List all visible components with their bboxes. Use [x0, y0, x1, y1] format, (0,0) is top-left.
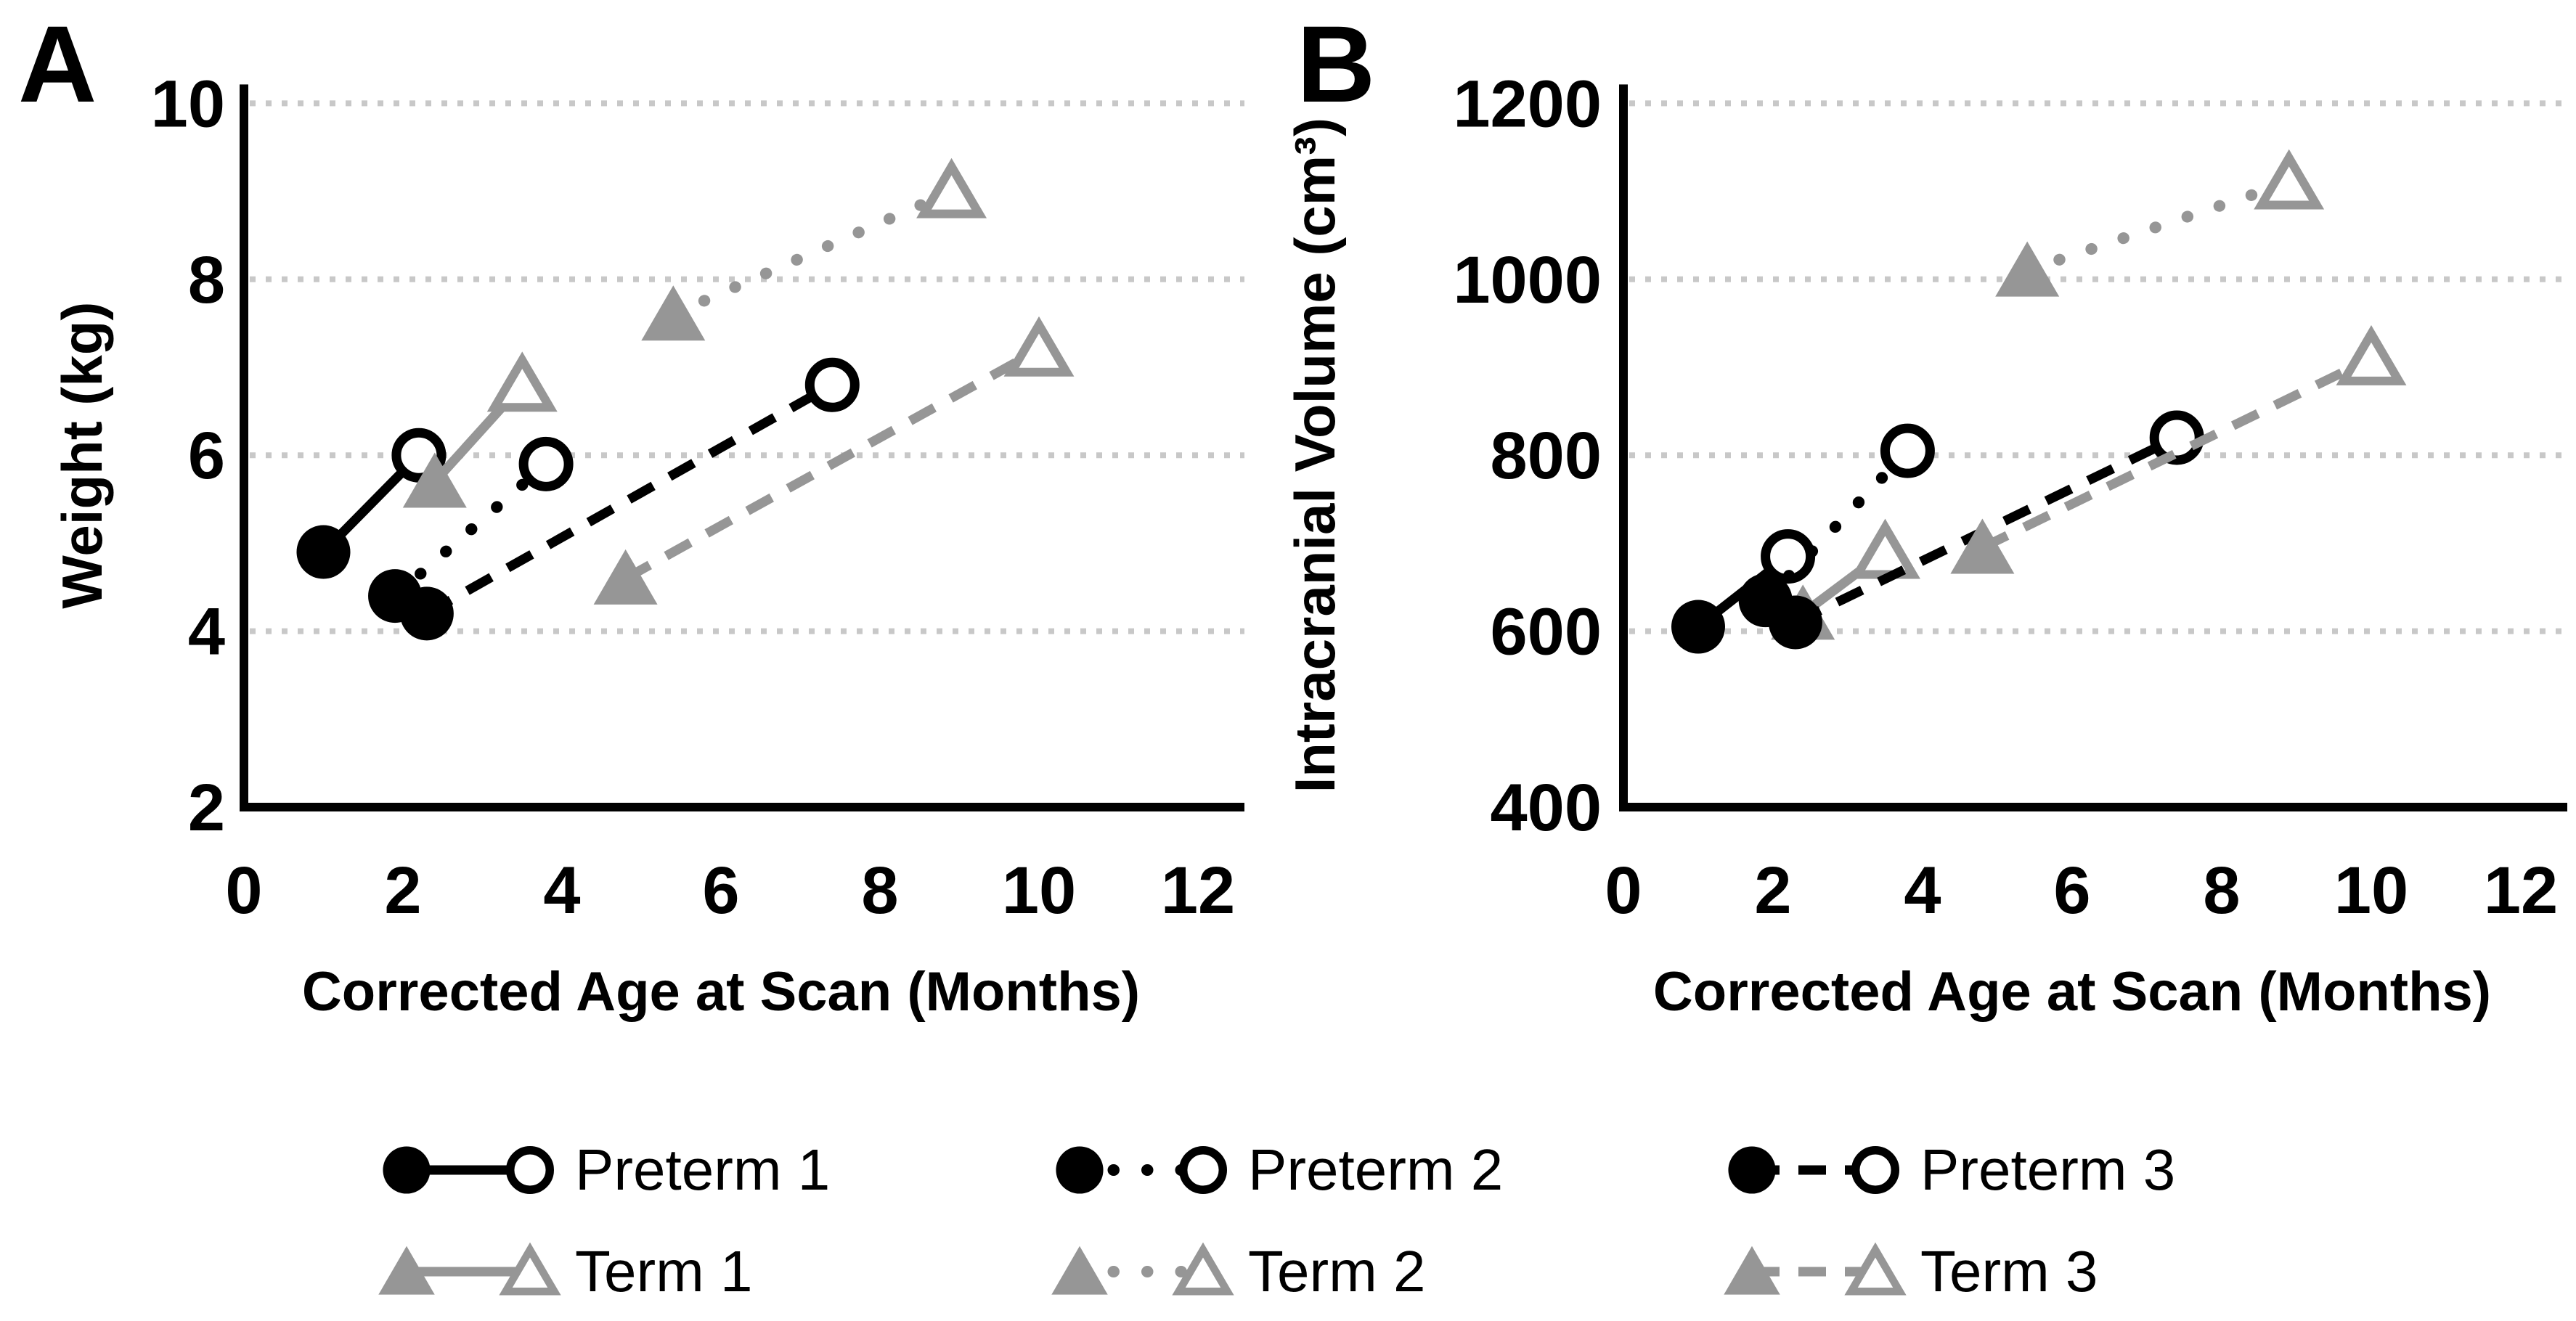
- x-tick-label: 4: [543, 854, 580, 928]
- y-tick-label: 1200: [1453, 67, 1602, 141]
- series-marker-scan2: [916, 158, 987, 218]
- series-preterm-2: [1738, 423, 1935, 628]
- y-tick-label: 800: [1491, 419, 1602, 493]
- legend-item-label: Preterm 3: [1920, 1137, 2175, 1202]
- y-tick-label: 400: [1491, 771, 1602, 845]
- series-marker-scan1: [1768, 595, 1822, 650]
- series-line: [2021, 176, 2295, 277]
- x-tick-label: 0: [225, 854, 262, 928]
- legend-item-label: Term 2: [1248, 1239, 1426, 1304]
- legend-marker-open: [1851, 1145, 1899, 1194]
- panel-label-b: B: [1297, 3, 1375, 125]
- series-line: [667, 185, 958, 321]
- legend-marker-open: [1172, 1242, 1234, 1296]
- series-term-1: [402, 351, 558, 508]
- series-term-3: [1950, 324, 2407, 574]
- legend-item-term-2: Term 2: [1051, 1239, 1426, 1304]
- legend-item-term-1: Term 1: [378, 1239, 753, 1304]
- legend-marker-filled: [378, 1246, 435, 1295]
- legend-marker-open: [1178, 1145, 1227, 1194]
- series-marker-scan1: [593, 549, 658, 605]
- series-line: [623, 345, 1042, 583]
- legend-item-label: Preterm 2: [1248, 1137, 1503, 1202]
- series-marker-scan1: [1671, 600, 1725, 654]
- legend: Preterm 1 Preterm 2 Preterm 3 Term 1 Term 2 T…: [378, 1137, 2175, 1304]
- y-tick-label: 4: [188, 595, 225, 669]
- legend-item-label: Term 1: [575, 1239, 753, 1304]
- series-marker-scan2: [2336, 324, 2407, 385]
- series-marker-scan2: [804, 357, 860, 412]
- legend-item-preterm-1: Preterm 1: [383, 1137, 830, 1202]
- legend-marker-filled: [1728, 1146, 1776, 1194]
- series-marker-scan2: [2254, 149, 2325, 210]
- x-tick-label: 6: [2053, 854, 2090, 928]
- series-line: [389, 458, 553, 602]
- series-marker-scan1: [402, 452, 467, 508]
- series-preterm-1: [296, 428, 447, 579]
- x-axis-title: Corrected Age at Scan (Months): [1653, 961, 2491, 1023]
- y-tick-label: 6: [188, 419, 225, 493]
- y-tick-label: 8: [188, 243, 225, 317]
- series-marker-scan2: [1880, 423, 1935, 478]
- legend-item-label: Term 3: [1920, 1239, 2098, 1304]
- series-marker-scan1: [1950, 518, 2015, 574]
- series-marker-scan1: [296, 525, 351, 579]
- series-marker-scan1: [641, 285, 706, 341]
- legend-marker-filled: [1724, 1246, 1780, 1295]
- x-tick-label: 10: [2334, 854, 2408, 928]
- x-tick-label: 10: [1002, 854, 1076, 928]
- legend-item-label: Preterm 1: [575, 1137, 830, 1202]
- series-line: [1759, 445, 1914, 607]
- legend-marker-filled: [1051, 1246, 1108, 1295]
- x-tick-label: 12: [2484, 854, 2558, 928]
- x-tick-label: 8: [2203, 854, 2240, 928]
- series-marker-scan1: [399, 586, 454, 641]
- x-tick-label: 2: [1754, 854, 1791, 928]
- legend-marker-filled: [383, 1146, 431, 1194]
- legend-marker-filled: [1056, 1146, 1104, 1194]
- series-line: [424, 380, 835, 618]
- y-tick-label: 2: [188, 771, 225, 845]
- panel-b: 0 2 4 6 8 10 12 400 600 800 1000 1200 Corrected Age …: [1283, 3, 2567, 1023]
- x-axis-title: Corrected Age at Scan (Months): [302, 961, 1140, 1023]
- legend-item-preterm-3: Preterm 3: [1728, 1137, 2175, 1202]
- y-tick-label: 1000: [1453, 243, 1602, 317]
- series-marker-scan2: [486, 351, 558, 412]
- x-tick-label: 2: [384, 854, 421, 928]
- series-line: [1980, 354, 2373, 552]
- legend-marker-open: [499, 1242, 561, 1296]
- x-tick-label: 0: [1605, 854, 1642, 928]
- series-marker-scan2: [2149, 410, 2204, 465]
- panel-label-a: A: [18, 3, 97, 125]
- y-axis-title: Intracranial Volume (cm³): [1283, 118, 1347, 793]
- series-marker-scan1: [1995, 241, 2060, 297]
- y-axis-title: Weight (kg): [50, 302, 114, 609]
- legend-marker-open: [505, 1145, 554, 1194]
- x-tick-label: 12: [1161, 854, 1235, 928]
- series-marker-scan2: [518, 436, 574, 491]
- series-marker-scan2: [1003, 316, 1075, 377]
- x-tick-label: 6: [702, 854, 739, 928]
- x-tick-label: 8: [861, 854, 898, 928]
- legend-marker-open: [1844, 1242, 1907, 1296]
- y-tick-label: 600: [1491, 595, 1602, 669]
- y-tick-label: 10: [151, 67, 225, 141]
- series-term-3: [593, 316, 1075, 605]
- series-preterm-3: [399, 357, 860, 641]
- series-term-2: [1995, 149, 2325, 297]
- legend-item-preterm-2: Preterm 2: [1056, 1137, 1503, 1202]
- x-tick-label: 4: [1904, 854, 1941, 928]
- legend-item-term-3: Term 3: [1724, 1239, 2098, 1304]
- series-marker-scan2: [1850, 518, 1920, 579]
- series-term-2: [641, 158, 987, 341]
